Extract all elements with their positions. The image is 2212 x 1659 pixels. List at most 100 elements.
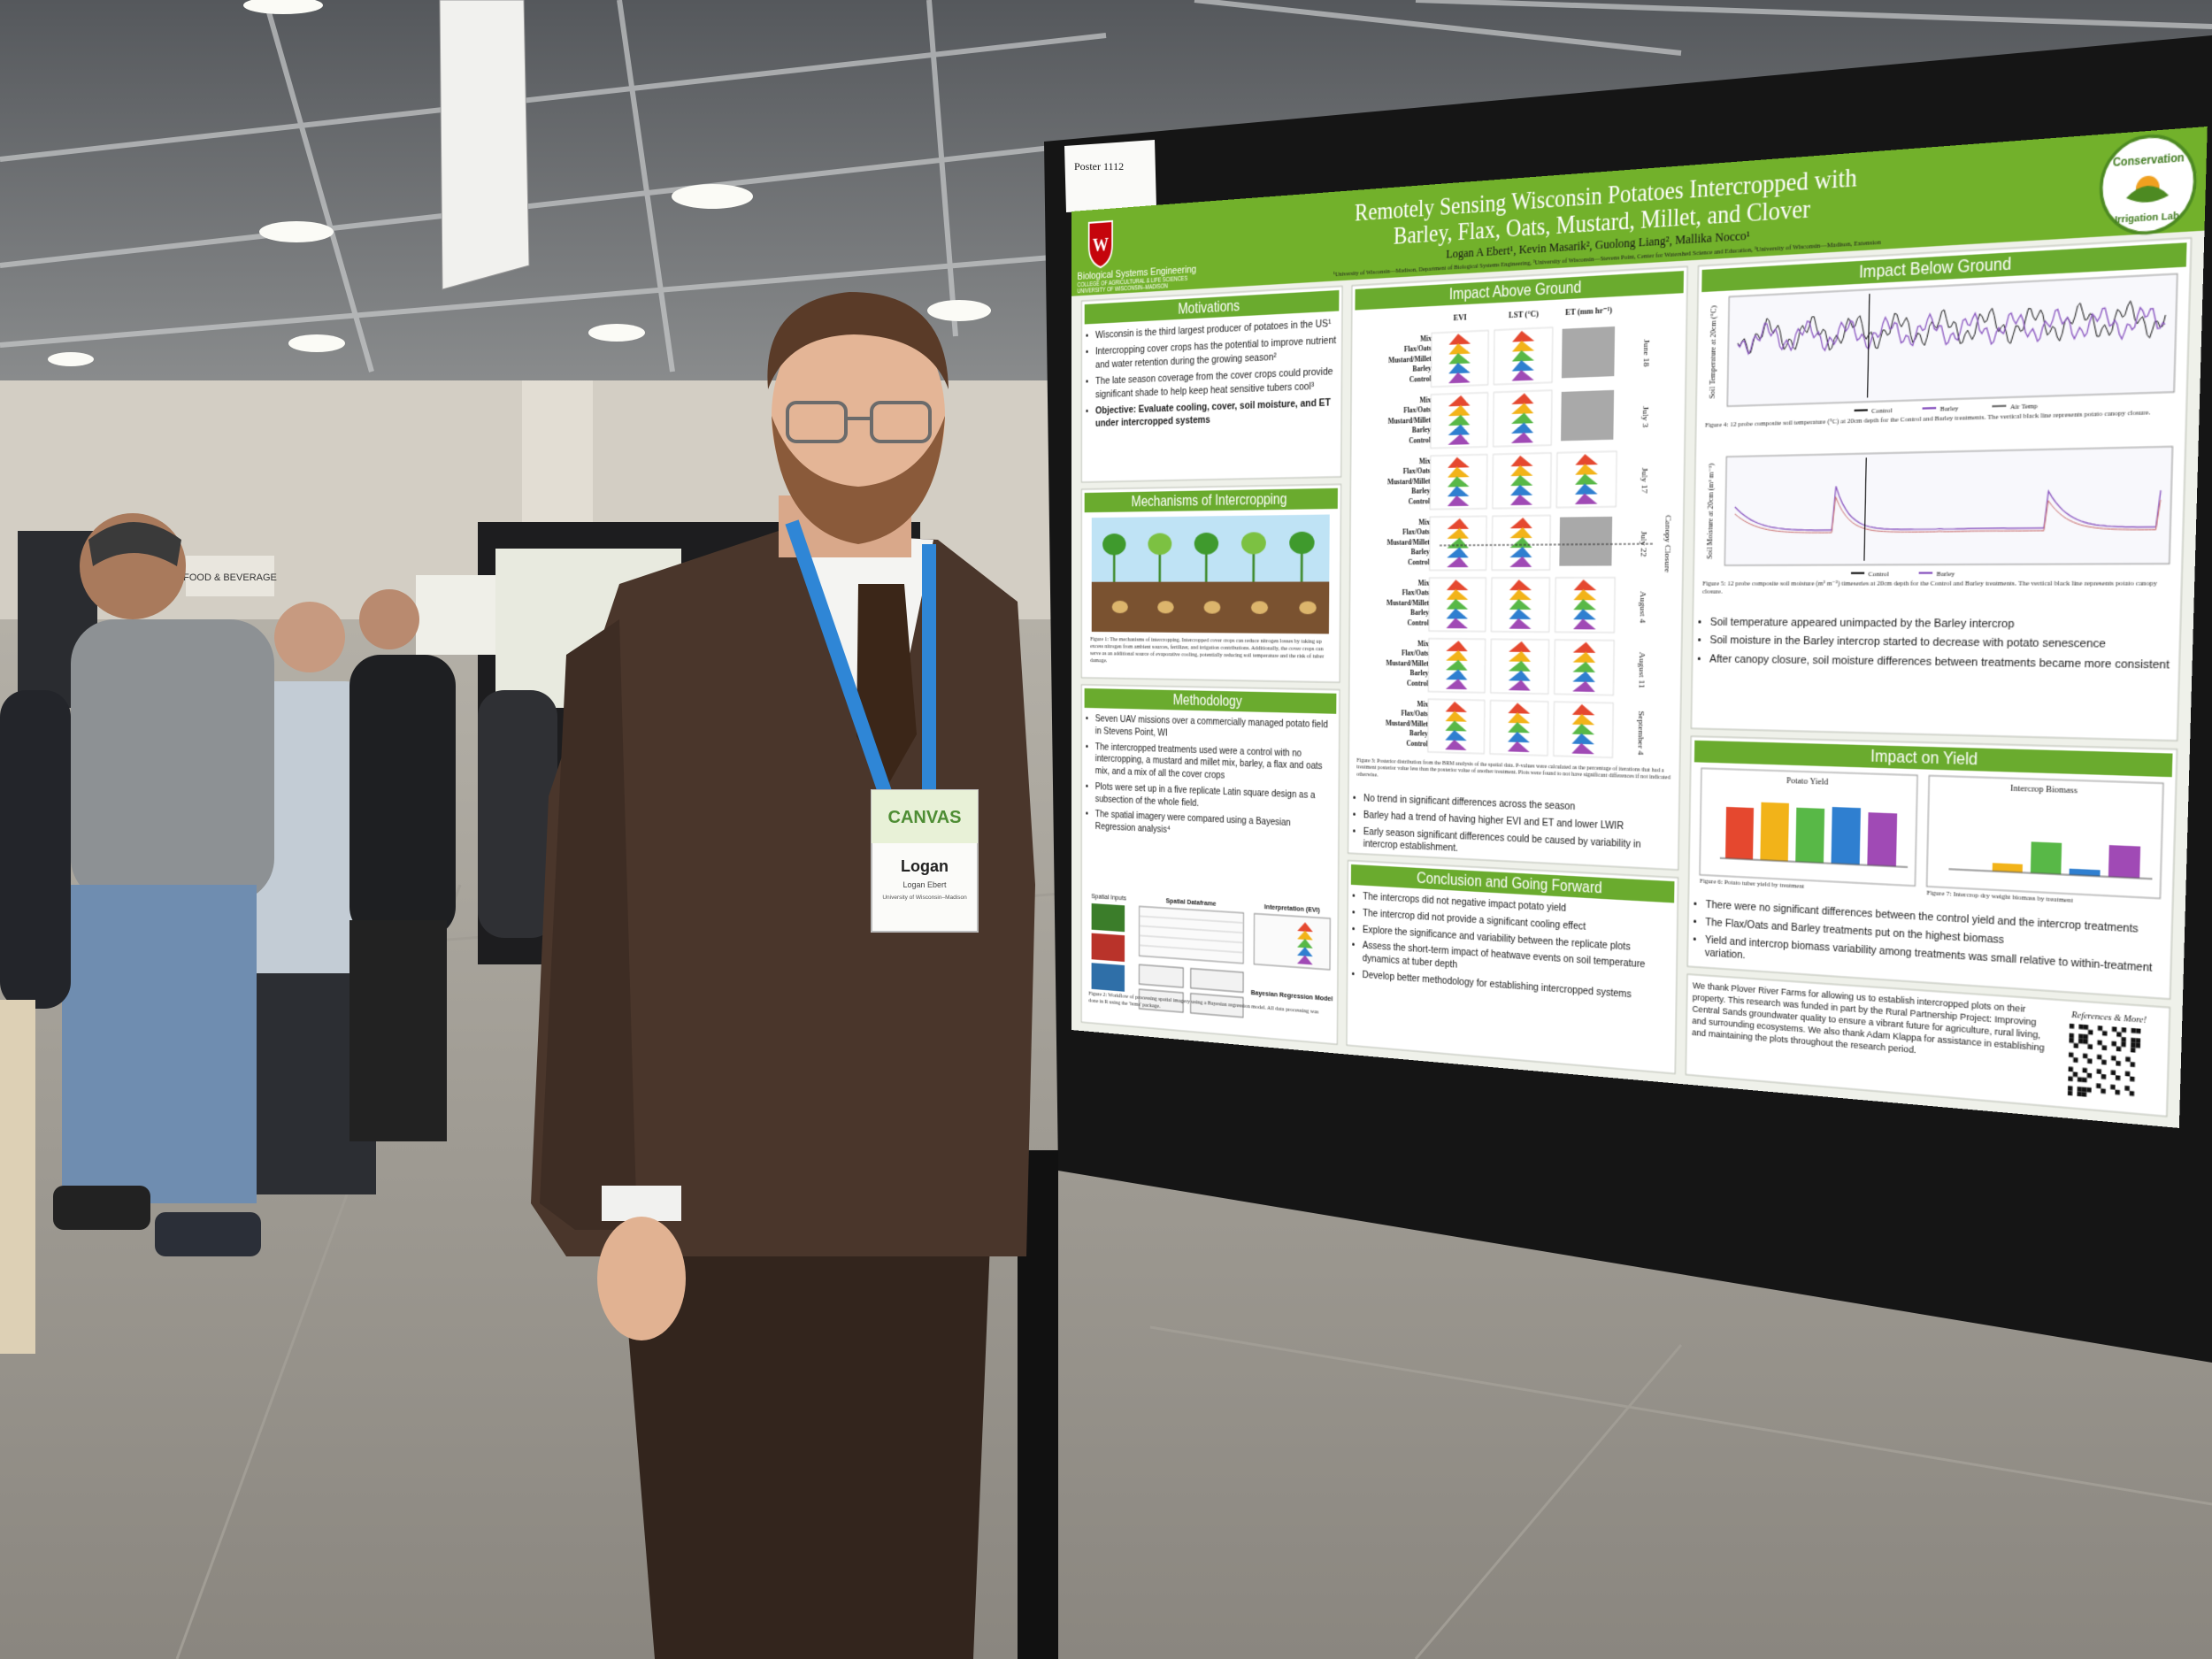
qr-cell: [2130, 1062, 2135, 1067]
qr-cell: [2131, 1028, 2137, 1033]
treatment-label: Mix: [1418, 519, 1430, 527]
treatment-label: Barley: [1411, 488, 1431, 496]
treatment-label: Mix: [1419, 396, 1432, 404]
treatment-label: Mix: [1417, 701, 1428, 709]
treatment-label: Flax/Oats: [1402, 590, 1430, 598]
badge-affiliation: University of Wisconsin–Madison: [882, 895, 967, 901]
date-label: June 18: [1641, 339, 1651, 367]
treatment-label: Mustard/Millet: [1386, 539, 1430, 547]
treatment-label: Barley: [1410, 610, 1430, 618]
bullets: Seven UAV missions over a commercially m…: [1086, 713, 1334, 904]
qr-cell: [2073, 1071, 2078, 1077]
qr-cell: [2069, 1067, 2073, 1072]
column-header: LST (°C): [1509, 308, 1540, 319]
date-label: July 3: [1640, 406, 1650, 428]
bullets: Wisconsin is the third largest producer …: [1086, 317, 1337, 479]
qr-cell: [2074, 1043, 2078, 1048]
treatment-label: Mustard/Millet: [1386, 600, 1430, 608]
diagram-image: [1092, 963, 1125, 992]
diagram-step: [1191, 969, 1244, 993]
decor-bar: [1760, 803, 1789, 862]
treatment-label: Mix: [1420, 335, 1432, 343]
bullet: Objective: Evaluate cooling, cover, soil…: [1095, 396, 1337, 430]
hanging-banner: [440, 0, 529, 289]
qr-cell: [2083, 1034, 2087, 1040]
figure-tuber: [1204, 601, 1221, 613]
qr-cell: [2068, 1086, 2072, 1091]
page-body: { "scene": { "sign": "FOOD & BEVERAGE", …: [0, 0, 2212, 1659]
section-heading: Mechanisms of Intercropping: [1132, 491, 1287, 510]
qr-cell: [2121, 1041, 2126, 1047]
treatment-label: Control: [1409, 375, 1432, 384]
qr-cell: [2131, 1038, 2136, 1043]
treatment-label: Barley: [1411, 549, 1431, 557]
qr-cell: [2096, 1083, 2101, 1088]
figure-tuber: [1112, 601, 1128, 613]
qr-cell: [2097, 1055, 2102, 1060]
treatment-label: Mix: [1418, 580, 1430, 588]
bullet: Soil moisture in the Barley intercrop st…: [1709, 634, 2173, 653]
bullet: The intercropped treatments used were a …: [1095, 741, 1334, 787]
qr-cell: [2116, 1047, 2122, 1052]
date-label: August 4: [1638, 591, 1647, 624]
qr-cell: [2086, 1087, 2091, 1093]
crest-letter: W: [1093, 234, 1109, 257]
badge-name: Logan: [901, 857, 949, 875]
treatment-label: Flax/Oats: [1403, 468, 1431, 476]
qr-cell: [2097, 1040, 2102, 1045]
treatment-label: Mix: [1419, 458, 1431, 466]
bullets-body: The intercrops did not negative impact p…: [1352, 890, 1672, 1004]
qr-cell: [2136, 1038, 2141, 1043]
qr-cell: [2087, 1058, 2092, 1064]
qr-cell: [2083, 1068, 2087, 1073]
legend-label: Barley: [1940, 405, 1959, 413]
legend-label: Control: [1871, 408, 1893, 416]
section-heading: Motivations: [1178, 298, 1240, 318]
diagram-table: [1139, 906, 1243, 963]
qr-cell: [2111, 1056, 2116, 1061]
decor-bar: [1725, 807, 1754, 860]
qr-cell: [2130, 1077, 2135, 1082]
treatment-label: Barley: [1412, 426, 1432, 434]
legend-label: Control: [1868, 572, 1889, 579]
poster: W Biological Systems Engineering COLLEGE…: [1071, 127, 2208, 1128]
missing-panel: [1562, 326, 1615, 378]
qr-cell: [2122, 1027, 2127, 1033]
qr-cell: [2110, 1085, 2116, 1090]
poster-number: Poster 1112: [1074, 160, 1124, 173]
chart-panel: [1724, 447, 2172, 565]
treatment-label: Mustard/Millet: [1388, 417, 1432, 426]
qr-cell: [2083, 1039, 2087, 1044]
diagram-step: [1139, 964, 1183, 987]
treatment-label: Barley: [1409, 730, 1429, 738]
qr-cell: [2078, 1087, 2082, 1092]
qr-cell: [2082, 1078, 2086, 1083]
bullets: Soil temperature appeared unimpacted by …: [1697, 615, 2175, 736]
qr-cell: [2116, 1032, 2122, 1037]
qr-cell: [2083, 1054, 2087, 1059]
decor-bar: [2108, 845, 2140, 879]
section-heading: Impact on Yield: [1870, 748, 1978, 769]
qr-cell: [2115, 1090, 2120, 1095]
bullet-list: Soil temperature appeared unimpacted by …: [1698, 615, 2175, 672]
qr-cell: [2136, 1028, 2141, 1033]
poster-wrap: W Biological Systems Engineering COLLEGE…: [1071, 127, 2208, 1128]
treatment-label: Flax/Oats: [1404, 345, 1432, 354]
qr-cell: [2087, 1073, 2092, 1079]
treatment-label: Flax/Oats: [1403, 407, 1431, 416]
chart-title: Potato Yield: [1786, 775, 1828, 787]
figure-tuber: [1157, 601, 1174, 613]
qr-cell: [2101, 1088, 2106, 1094]
bullet: Seven UAV missions over a commercially m…: [1095, 713, 1335, 745]
treatment-label: Mix: [1417, 641, 1429, 649]
background-poster: [416, 575, 495, 655]
qr-cell: [2084, 1025, 2088, 1030]
missing-panel: [1561, 390, 1614, 442]
bullet-list: Wisconsin is the third largest producer …: [1086, 317, 1337, 431]
bullets-body: Wisconsin is the third largest producer …: [1086, 317, 1337, 431]
bullets-body: Soil temperature appeared unimpacted by …: [1698, 615, 2175, 672]
qr-cell: [2116, 1061, 2121, 1066]
qr-cell: [2078, 1077, 2082, 1082]
bullet: The spatial imagery were compared using …: [1095, 809, 1334, 845]
bullet: After canopy closure, soil moisture diff…: [1709, 652, 2173, 673]
